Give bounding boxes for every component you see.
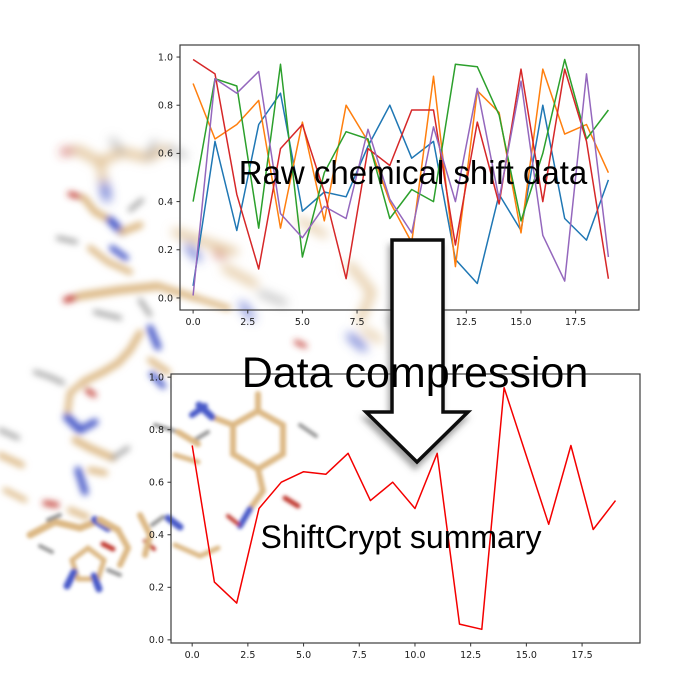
x-tick-label: 7.5 <box>349 317 364 328</box>
x-tick-label: 0.0 <box>185 650 200 661</box>
summary-label: ShiftCrypt summary <box>260 519 542 555</box>
x-tick-label: 5.0 <box>295 317 310 328</box>
x-tick-label: 5.0 <box>296 650 311 661</box>
x-tick-label: 12.5 <box>460 650 481 661</box>
x-tick-label: 7.5 <box>352 650 367 661</box>
y-tick-label: 0.8 <box>158 101 173 112</box>
y-tick-label: 0.6 <box>149 478 164 489</box>
x-tick-label: 2.5 <box>240 650 255 661</box>
line-series-2 <box>192 68 610 268</box>
y-tick-label: 0.2 <box>158 245 173 256</box>
x-tick-label: 10.0 <box>404 650 425 661</box>
line-series-5 <box>192 70 610 296</box>
x-tick-label: 12.5 <box>456 317 477 328</box>
x-tick-label: 15.0 <box>510 317 531 328</box>
x-tick-label: 17.5 <box>565 317 586 328</box>
y-tick-label: 0.6 <box>158 149 173 160</box>
y-tick-label: 0.2 <box>149 583 164 594</box>
x-tick-label: 0.0 <box>186 317 201 328</box>
x-tick-label: 2.5 <box>240 317 255 328</box>
molecule-sticks-near <box>26 391 318 593</box>
y-tick-label: 0.0 <box>149 635 164 646</box>
y-tick-label: 1.0 <box>149 372 164 383</box>
y-tick-label: 0.4 <box>149 530 164 541</box>
y-tick-label: 0.4 <box>158 197 173 208</box>
y-tick-label: 0.0 <box>158 293 173 304</box>
line-shiftcrypt-summary <box>191 386 617 631</box>
x-tick-label: 17.5 <box>571 650 592 661</box>
down-arrow-icon <box>361 238 473 465</box>
line-series-3 <box>192 58 609 258</box>
data-compression-label: Data compression <box>241 349 589 397</box>
line-series-4 <box>192 58 610 280</box>
x-tick-label: 15.0 <box>516 650 537 661</box>
y-tick-label: 0.8 <box>149 425 164 436</box>
y-tick-label: 1.0 <box>158 52 173 63</box>
raw-data-label: Raw chemical shift data <box>238 154 588 191</box>
molecule-sticks-mid <box>0 191 307 520</box>
